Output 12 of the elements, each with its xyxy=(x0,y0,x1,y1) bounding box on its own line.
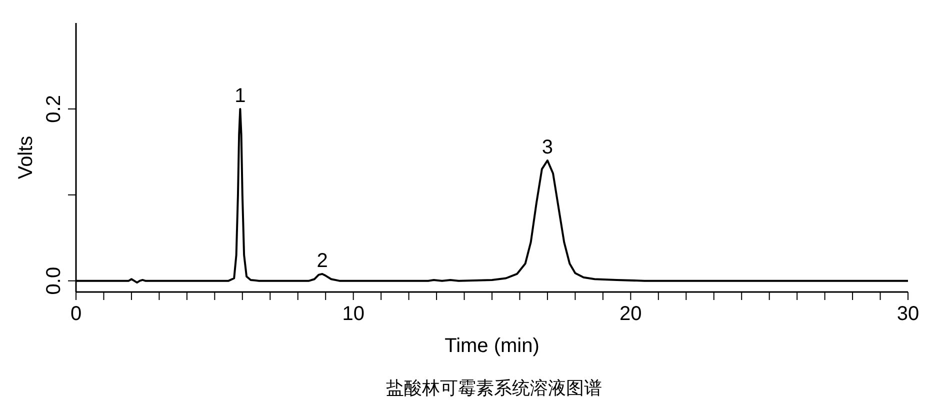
y-axis-title: Volts xyxy=(15,136,37,180)
annotation: 2 xyxy=(316,250,328,272)
y-tick-label: 0.0 xyxy=(43,266,65,295)
annotation: 1 xyxy=(234,84,246,107)
x-axis-title: Time (min) xyxy=(444,335,540,357)
x-tick-label: 20 xyxy=(620,303,642,325)
text: 盐酸林可霉素系统溶液图谱 xyxy=(385,377,603,400)
x-tick-label: 10 xyxy=(342,303,364,325)
y-tick-label: 0.2 xyxy=(43,95,65,123)
annotation: 3 xyxy=(542,136,554,159)
x-tick-label: 0 xyxy=(70,303,82,325)
x-tick-label: 30 xyxy=(896,303,920,325)
